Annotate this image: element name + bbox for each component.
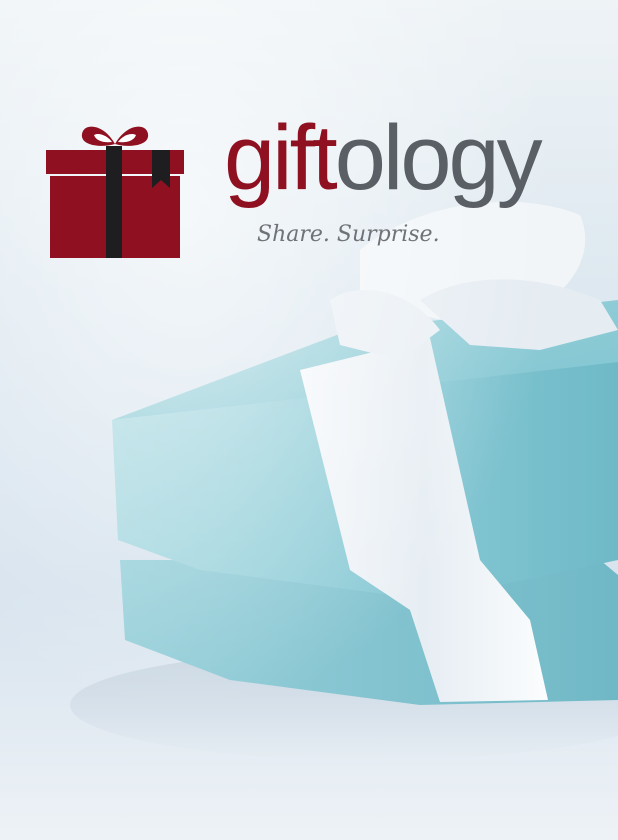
- brand-name-rest: ology: [334, 107, 543, 209]
- brand-tagline: Share. Surprise.: [257, 222, 440, 247]
- brand-name-accent: gift: [224, 107, 338, 209]
- gift-box-icon: [46, 126, 184, 258]
- brand-name: giftology: [224, 112, 543, 204]
- brand-wordmark: giftology: [224, 112, 584, 218]
- brand-lockup: giftology Share. Surprise.: [44, 112, 584, 268]
